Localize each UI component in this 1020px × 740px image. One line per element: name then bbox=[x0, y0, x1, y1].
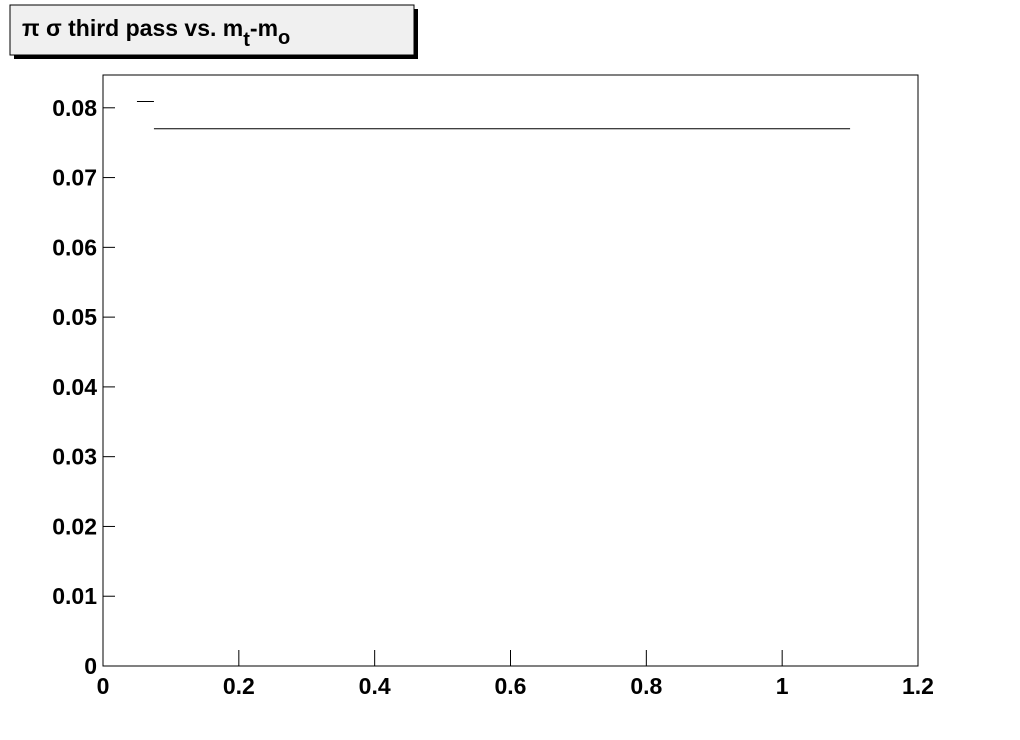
x-tick-label: 1.2 bbox=[902, 673, 934, 699]
y-tick-label: 0.06 bbox=[52, 234, 97, 260]
y-tick-label: 0.08 bbox=[52, 95, 97, 121]
x-tick-label: 0.8 bbox=[630, 673, 662, 699]
x-tick-label: 0.4 bbox=[359, 673, 391, 699]
y-tick-label: 0.07 bbox=[52, 165, 97, 191]
y-tick-label: 0.03 bbox=[52, 444, 97, 470]
y-tick-label: 0.04 bbox=[52, 374, 97, 400]
title-box bbox=[9, 4, 415, 56]
title-main: -m bbox=[250, 15, 278, 41]
y-tick-label: 0.05 bbox=[52, 304, 97, 330]
x-tick-label: 0.6 bbox=[495, 673, 527, 699]
y-tick-label: 0 bbox=[84, 653, 97, 679]
plot-frame bbox=[102, 74, 919, 667]
title-sub: t bbox=[243, 29, 250, 51]
y-tick-label: 0.01 bbox=[52, 583, 97, 609]
x-tick-label: 1 bbox=[776, 673, 789, 699]
title-main: π σ third pass vs. m bbox=[22, 15, 243, 41]
title-sub: o bbox=[278, 27, 290, 49]
x-tick-label: 0.2 bbox=[223, 673, 255, 699]
y-tick-label: 0.02 bbox=[52, 513, 97, 539]
x-tick-label: 0 bbox=[97, 673, 110, 699]
chart-title: π σ third pass vs. mt-mo bbox=[22, 15, 290, 51]
